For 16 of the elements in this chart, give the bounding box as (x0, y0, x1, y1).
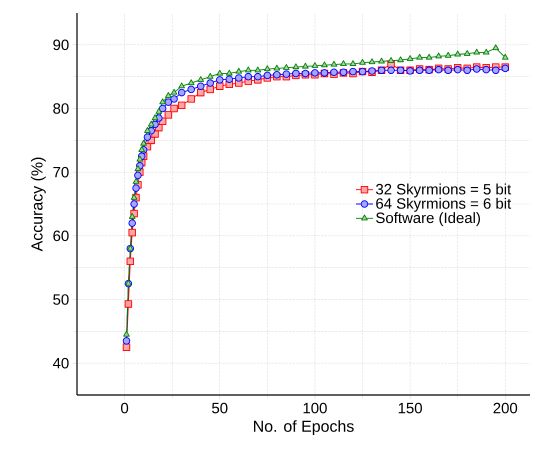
x-tick-label: 0 (121, 402, 128, 414)
y-tick-label: 60 (53, 230, 69, 242)
x-tick-label: 50 (212, 402, 228, 414)
y-axis-title: Accuracy (%) (30, 158, 46, 252)
y-tick-label: 70 (53, 166, 69, 178)
y-tick-label: 80 (53, 103, 69, 114)
x-tick-label: 150 (398, 402, 422, 414)
y-tick-label: 40 (52, 358, 69, 368)
legend-label: 64 Skyrmions = 6 bit (376, 198, 512, 212)
x-tick-label: 200 (494, 402, 518, 414)
legend-label: 32 Skyrmions = 5 bit (376, 184, 512, 198)
legend-label: Software (Ideal) (376, 212, 480, 226)
x-axis-title: No. of Epochs (254, 420, 354, 436)
y-tick-label: 90 (53, 40, 69, 50)
x-tick-label: 100 (304, 402, 327, 414)
y-tick-label: 50 (53, 294, 69, 305)
